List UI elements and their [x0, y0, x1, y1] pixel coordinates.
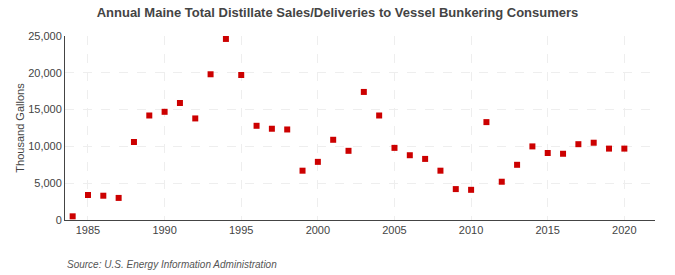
svg-text:2005: 2005 [382, 224, 406, 236]
svg-text:20,000: 20,000 [28, 67, 62, 79]
svg-text:10,000: 10,000 [28, 140, 62, 152]
svg-text:1985: 1985 [76, 224, 100, 236]
svg-text:Source: U.S. Energy Informatio: Source: U.S. Energy Information Administ… [67, 259, 277, 270]
svg-text:Annual Maine Total Distillate: Annual Maine Total Distillate Sales/Deli… [97, 5, 579, 20]
svg-text:5,000: 5,000 [34, 177, 62, 189]
svg-text:2010: 2010 [459, 224, 483, 236]
svg-text:Thousand Gallons: Thousand Gallons [14, 83, 26, 173]
svg-text:2000: 2000 [306, 224, 330, 236]
svg-text:2015: 2015 [535, 224, 559, 236]
svg-text:2020: 2020 [612, 224, 636, 236]
svg-text:25,000: 25,000 [28, 30, 62, 42]
svg-text:1995: 1995 [229, 224, 253, 236]
svg-text:0: 0 [56, 214, 62, 226]
svg-text:1990: 1990 [152, 224, 176, 236]
svg-text:15,000: 15,000 [28, 103, 62, 115]
